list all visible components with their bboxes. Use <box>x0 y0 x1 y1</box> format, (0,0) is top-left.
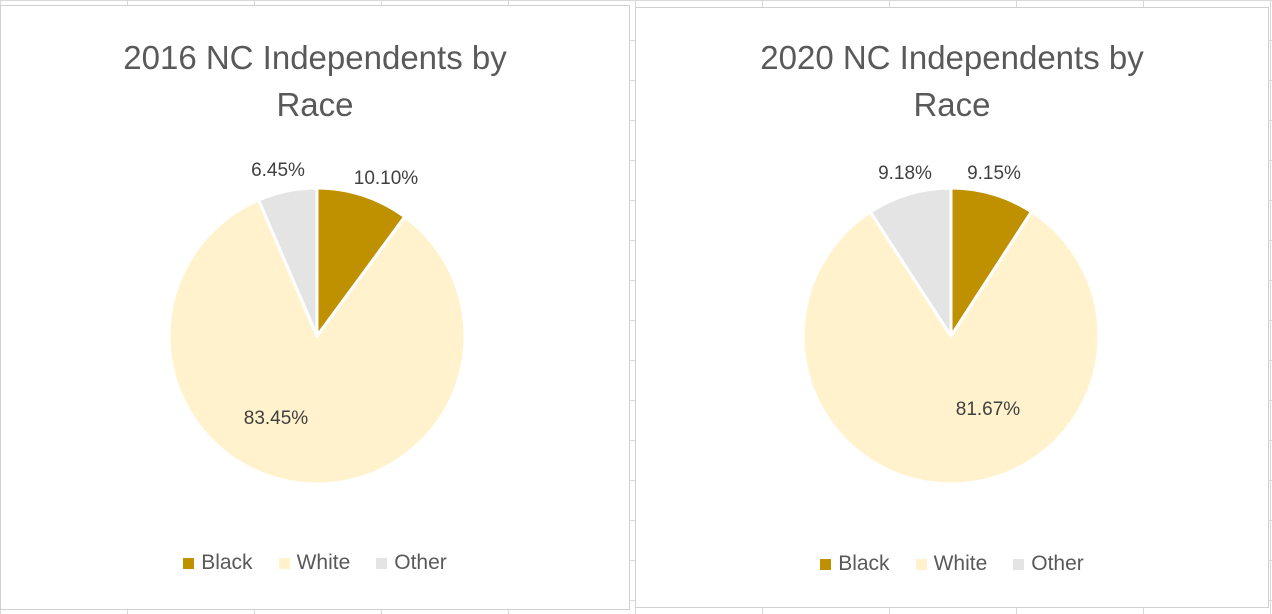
title-line-1: 2016 NC Independents by <box>123 39 507 76</box>
pie-slice-black[interactable] <box>315 186 407 338</box>
legend-item-white[interactable]: White <box>278 551 351 575</box>
legend-swatch-white <box>278 557 290 569</box>
chart-2016[interactable]: 2016 NC Independents by Race 10.10% 83.45… <box>0 5 630 610</box>
pie-slice-other[interactable] <box>257 186 319 338</box>
pie-slice-white[interactable] <box>801 210 1101 486</box>
title-line-2: Race <box>913 86 991 123</box>
legend-item-white[interactable]: White <box>915 552 988 576</box>
data-label-white: 83.45% <box>244 408 309 429</box>
pie-2020: 9.15% 81.67% 9.18% <box>801 163 1101 486</box>
legend-item-other[interactable]: Other <box>1013 552 1084 576</box>
pie-slice-black[interactable] <box>949 186 1033 338</box>
chart-title: 2016 NC Independents by Race <box>1 34 629 128</box>
legend-swatch-other <box>376 557 388 569</box>
legend-label: Black <box>201 551 253 574</box>
legend-item-black[interactable]: Black <box>820 552 890 576</box>
data-label-other: 9.18% <box>878 163 932 184</box>
legend-label: Other <box>394 551 447 574</box>
data-label-black: 10.10% <box>354 168 419 189</box>
title-line-2: Race <box>276 86 354 123</box>
legend: Black White Other <box>1 551 629 575</box>
legend-item-other[interactable]: Other <box>376 551 447 575</box>
pie-slice-other[interactable] <box>868 186 953 338</box>
legend-label: White <box>296 551 351 574</box>
legend-swatch-black <box>820 558 832 570</box>
legend-label: Black <box>838 552 890 575</box>
legend-swatch-white <box>915 558 927 570</box>
chart-2020[interactable]: 2020 NC Independents by Race 9.15% 81.67%… <box>635 7 1269 608</box>
legend-swatch-black <box>183 557 195 569</box>
data-label-white: 81.67% <box>956 399 1021 420</box>
data-label-black: 9.15% <box>967 163 1021 184</box>
legend: Black White Other <box>636 552 1268 576</box>
pie-slice-white[interactable] <box>167 198 467 486</box>
legend-label: White <box>933 552 988 575</box>
data-label-other: 6.45% <box>251 160 305 181</box>
title-line-1: 2020 NC Independents by <box>760 39 1144 76</box>
legend-swatch-other <box>1013 558 1025 570</box>
legend-item-black[interactable]: Black <box>183 551 253 575</box>
pie-2016: 10.10% 83.45% 6.45% <box>167 160 467 486</box>
legend-label: Other <box>1031 552 1084 575</box>
chart-title: 2020 NC Independents by Race <box>636 34 1268 128</box>
